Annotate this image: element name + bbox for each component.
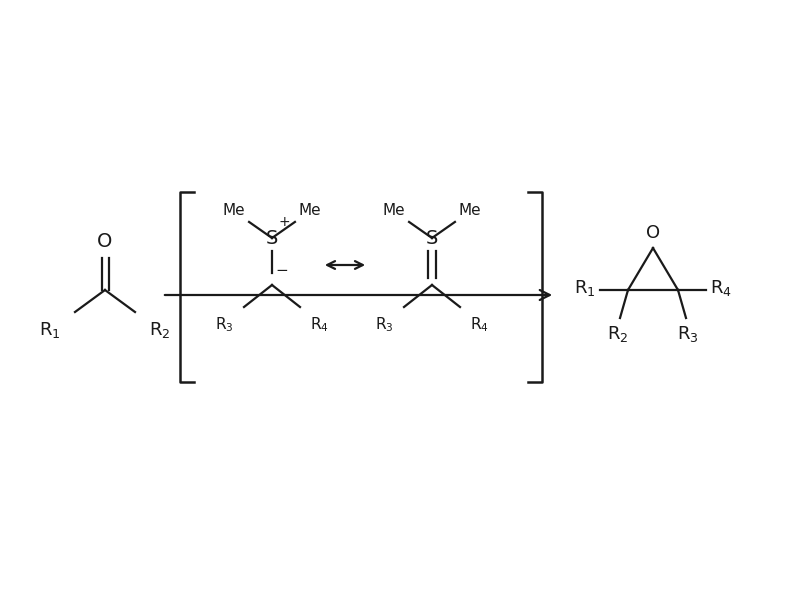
Text: Me: Me: [222, 203, 245, 218]
Text: +: +: [278, 215, 290, 229]
Text: R$_1$: R$_1$: [574, 278, 596, 298]
Text: S: S: [266, 229, 278, 247]
Text: O: O: [646, 224, 660, 242]
Text: R$_3$: R$_3$: [215, 315, 234, 334]
Text: R$_4$: R$_4$: [310, 315, 329, 334]
Text: S: S: [426, 229, 438, 247]
Text: −: −: [276, 263, 288, 278]
Text: Me: Me: [459, 203, 482, 218]
Text: R$_1$: R$_1$: [39, 320, 61, 340]
Text: R$_4$: R$_4$: [470, 315, 489, 334]
Text: O: O: [98, 232, 113, 251]
Text: R$_3$: R$_3$: [677, 324, 699, 344]
Text: Me: Me: [299, 203, 322, 218]
Text: R$_3$: R$_3$: [375, 315, 394, 334]
Text: R$_4$: R$_4$: [710, 278, 732, 298]
Text: R$_2$: R$_2$: [607, 324, 629, 344]
Text: R$_2$: R$_2$: [149, 320, 170, 340]
Text: Me: Me: [382, 203, 405, 218]
